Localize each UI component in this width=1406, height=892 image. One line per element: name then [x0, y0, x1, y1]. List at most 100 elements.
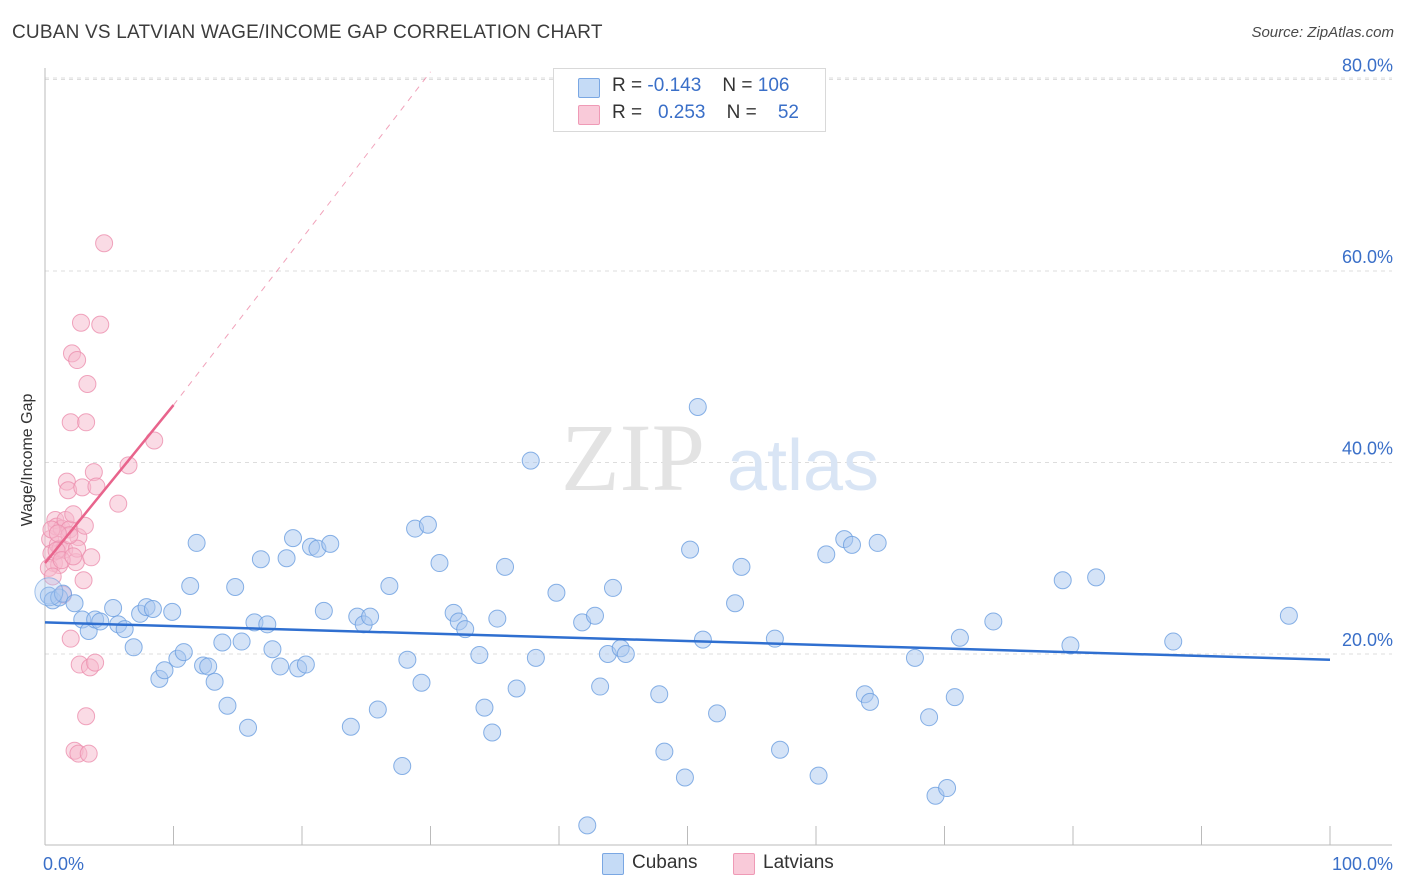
cuban-point [181, 577, 200, 596]
tick-labels: 20.0% 40.0% 60.0% 80.0% 0.0% 100.0% [43, 56, 1393, 875]
cuban-point [681, 540, 700, 559]
latvian-point [64, 547, 83, 566]
source-label: Source: ZipAtlas.com [1251, 24, 1394, 41]
latvian-point [71, 313, 90, 332]
cuban-point [321, 534, 340, 553]
cuban-point [817, 545, 836, 564]
bottom-label-latvians: Latvians [763, 852, 834, 873]
cuban-point [488, 609, 507, 628]
latvian-point [77, 707, 96, 726]
latvian-points [39, 234, 164, 763]
latvian-point [119, 456, 138, 475]
cuban-point [578, 816, 597, 835]
cuban-point [1087, 568, 1106, 587]
cuban-point [155, 661, 174, 680]
legend-swatch-cubans [578, 78, 600, 98]
cuban-point [521, 451, 540, 470]
cuban-point [842, 535, 861, 554]
latvian-point [79, 744, 98, 763]
cuban-point [232, 632, 251, 651]
latvian-trend-extension [173, 71, 431, 406]
latvian-point [91, 315, 110, 334]
bottom-swatch-latvians [733, 853, 755, 875]
axes [44, 68, 1392, 846]
cuban-point [284, 529, 303, 548]
cuban-point [650, 685, 669, 704]
latvian-point [109, 494, 128, 513]
cuban-point [104, 599, 123, 618]
cuban-point [603, 578, 622, 597]
latvian-point [77, 413, 96, 432]
y-tick-label: 80.0% [1342, 56, 1393, 76]
cuban-point [507, 679, 526, 698]
correlation-legend: R = -0.143 N = 106 R = 0.253 N = 52 [553, 68, 826, 132]
latvian-point [48, 524, 67, 543]
cuban-point [1279, 606, 1298, 625]
watermark-zip: ZIP [561, 404, 705, 511]
cuban-point [860, 692, 879, 711]
cuban-point [726, 594, 745, 613]
cuban-point [213, 633, 232, 652]
legend-r-value-latvians: 0.253 [657, 102, 706, 123]
cuban-point [398, 650, 417, 669]
cuban-point [187, 533, 206, 552]
cuban-point [938, 779, 957, 798]
cuban-point [945, 688, 964, 707]
cuban-point [314, 601, 333, 620]
cuban-point [591, 677, 610, 696]
cuban-point [34, 577, 64, 607]
y-axis-label: Wage/Income Gap [19, 393, 36, 527]
cuban-point [693, 630, 712, 649]
legend-n-label: N = [726, 102, 757, 123]
cuban-point [174, 643, 193, 662]
cuban-point [251, 550, 270, 569]
cuban-point [905, 648, 924, 667]
latvian-point [61, 629, 80, 648]
cuban-point [124, 638, 143, 657]
watermark-atlas: atlas [727, 426, 879, 506]
cuban-point [470, 645, 489, 664]
cuban-point [65, 594, 84, 613]
y-tick-label: 20.0% [1342, 630, 1393, 650]
cuban-point [218, 696, 237, 715]
legend-swatch-latvians [578, 105, 600, 125]
cuban-point [263, 640, 282, 659]
latvian-point [87, 477, 106, 496]
cuban-point [585, 606, 604, 625]
legend-n-value-cubans: 106 [757, 75, 790, 96]
cuban-point [688, 397, 707, 416]
latvian-point [64, 505, 83, 524]
cuban-point [483, 723, 502, 742]
latvian-point [95, 234, 114, 253]
cuban-point [412, 673, 431, 692]
legend-r-value-cubans: -0.143 [647, 75, 702, 96]
bottom-label-cubans: Cubans [632, 852, 698, 873]
cuban-point [418, 515, 437, 534]
y-tick-label: 40.0% [1342, 439, 1393, 459]
cuban-point [616, 645, 635, 663]
y-tick-label: 60.0% [1342, 247, 1393, 267]
cuban-point [393, 757, 412, 776]
trend-lines [44, 71, 1331, 661]
cuban-point [91, 612, 110, 631]
cuban-point [1164, 632, 1183, 651]
watermark: ZIP atlas [561, 404, 879, 511]
cuban-point [199, 657, 218, 676]
cuban-point [361, 607, 380, 626]
legend-n-label: N = [722, 75, 753, 96]
x-tick-label-min: 0.0% [43, 854, 84, 874]
cuban-point [809, 766, 828, 785]
grid [45, 77, 1392, 655]
cuban-point [163, 602, 182, 621]
cuban-point [655, 742, 674, 761]
cuban-points [34, 397, 1298, 835]
x-tick-label-max: 100.0% [1332, 854, 1393, 874]
cuban-point [380, 577, 399, 596]
chart-title: CUBAN VS LATVIAN WAGE/INCOME GAP CORRELA… [12, 22, 603, 43]
bottom-swatch-cubans [602, 853, 624, 875]
cuban-point [920, 708, 939, 727]
latvian-point [74, 571, 93, 590]
cuban-point [1053, 571, 1072, 590]
latvian-point [68, 351, 87, 370]
